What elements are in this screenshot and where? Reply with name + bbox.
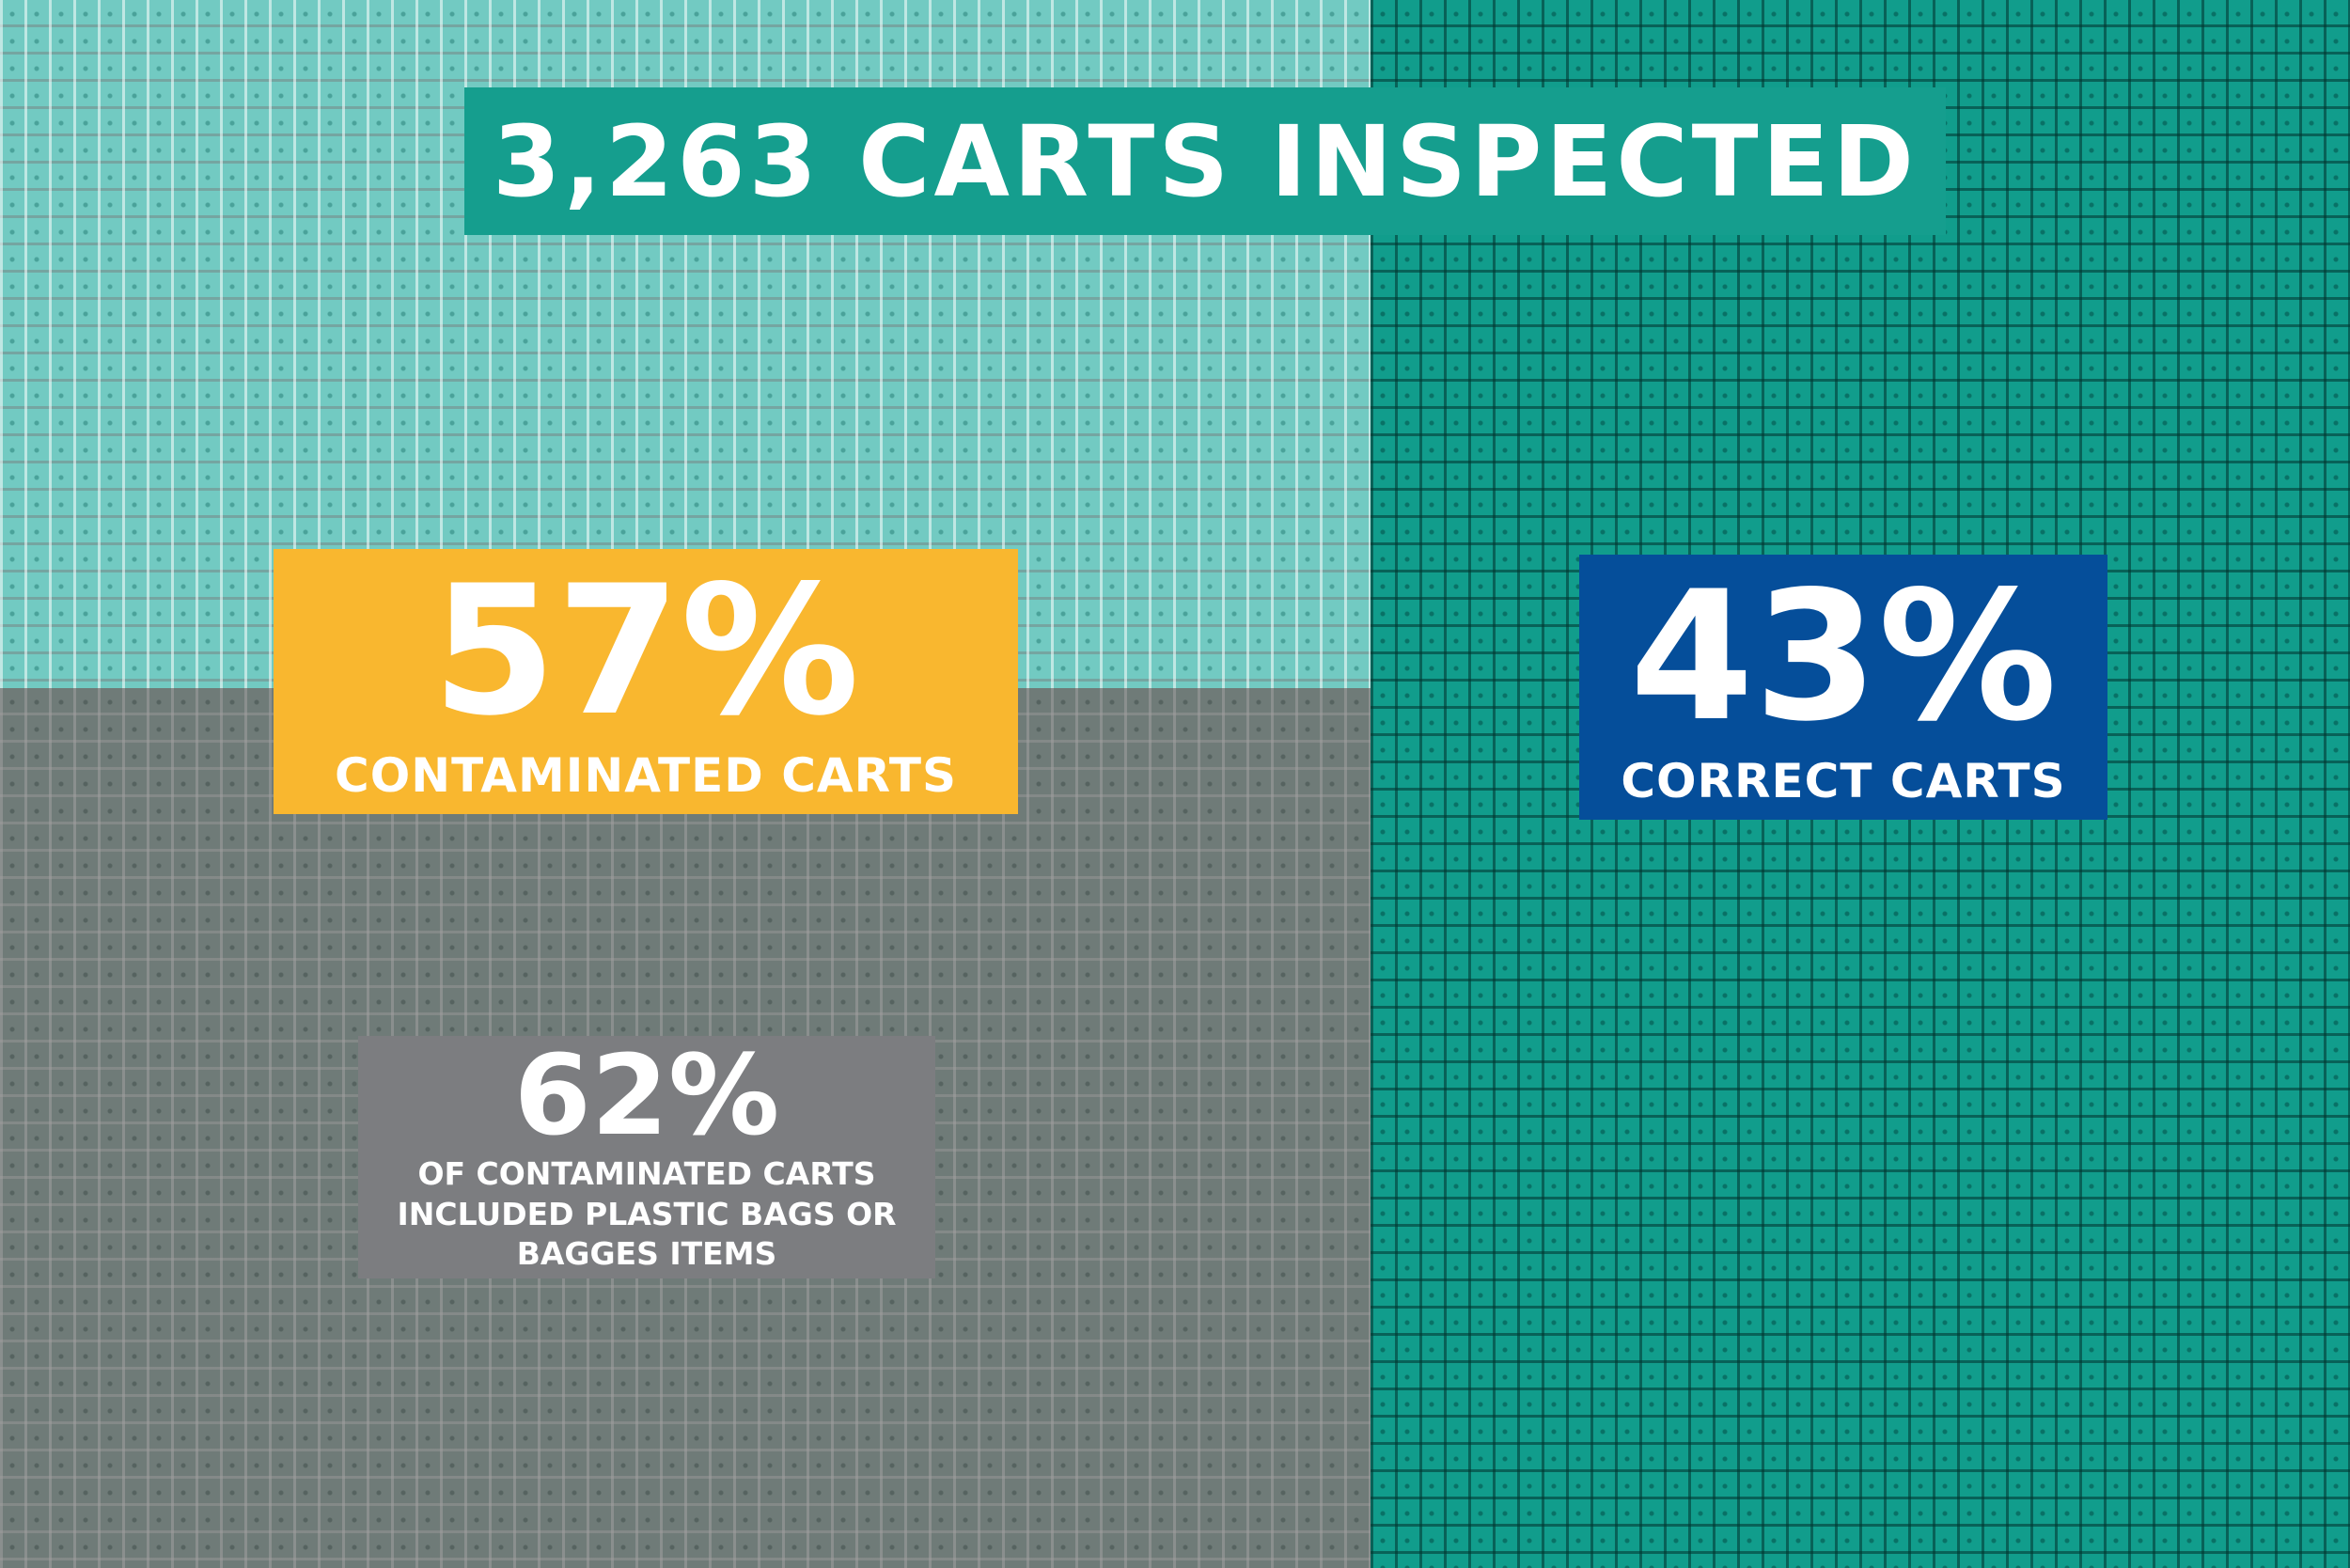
- correct-percent: 43%: [1629, 552, 2058, 760]
- correct-stat: 43% CORRECT CARTS: [1579, 555, 2107, 820]
- contaminated-label: CONTAMINATED CARTS: [335, 747, 957, 803]
- plastic-bags-line-2: INCLUDED PLASTIC BAGS OR: [397, 1195, 897, 1232]
- plastic-bags-percent: 62%: [513, 1029, 780, 1160]
- contaminated-percent: 57%: [431, 546, 860, 755]
- page-title: 3,263 CARTS INSPECTED: [493, 103, 1918, 219]
- title-banner: 3,263 CARTS INSPECTED: [464, 87, 1946, 235]
- contaminated-stat: 57% CONTAMINATED CARTS: [274, 549, 1018, 814]
- correct-carts-grid: [1371, 0, 2350, 1568]
- plastic-bags-description: OF CONTAMINATED CARTS INCLUDED PLASTIC B…: [397, 1154, 896, 1276]
- plastic-bags-line-1: OF CONTAMINATED CARTS: [417, 1154, 876, 1192]
- correct-label: CORRECT CARTS: [1621, 753, 2066, 808]
- plastic-bags-stat: 62% OF CONTAMINATED CARTS INCLUDED PLAST…: [358, 1036, 935, 1278]
- plastic-bags-line-3: BAGGES ITEMS: [516, 1235, 777, 1273]
